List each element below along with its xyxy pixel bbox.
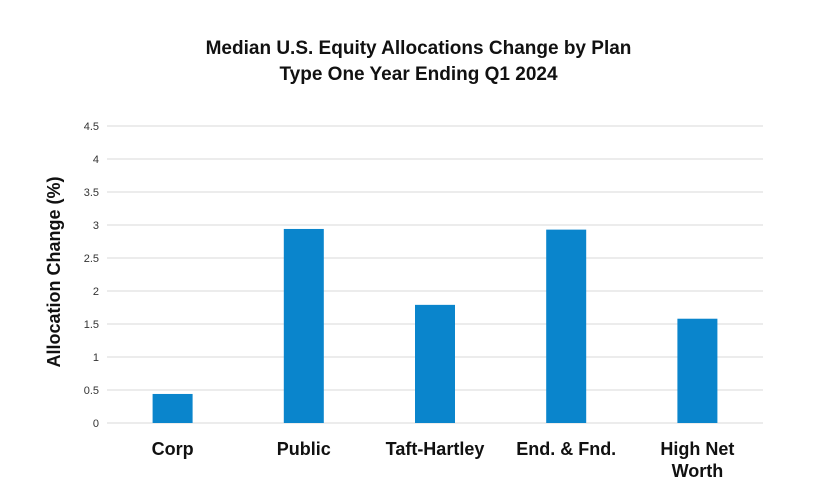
y-tick-label: 0.5 [84, 385, 99, 397]
x-tick-label: Taft-Hartley [386, 439, 485, 459]
x-tick-labels: Corp Public Taft-Hartley End. & Fnd. High Ne… [152, 439, 735, 481]
y-tick-label: 3 [93, 220, 99, 232]
y-tick-label: 0 [93, 418, 99, 430]
chart-title-line-2: Type One Year Ending Q1 2024 [279, 64, 558, 85]
y-tick-label: 1.5 [84, 319, 99, 331]
bar [546, 229, 587, 423]
y-tick-label: 2 [93, 286, 99, 298]
x-tick-label: Corp [152, 439, 194, 459]
y-tick-label: 4 [93, 154, 99, 166]
y-tick-label: 1 [93, 352, 99, 364]
x-tick-label: Public [277, 439, 331, 459]
y-tick-labels: 0 0.5 1 1.5 2 2.5 3 3.5 4 4.5 [84, 121, 99, 430]
x-tick-label: Worth [672, 461, 724, 481]
gridlines [107, 125, 763, 424]
chart-title: Median U.S. Equity Allocations Change by… [0, 36, 837, 88]
x-tick-label: High Net [660, 439, 734, 459]
bars [152, 228, 718, 423]
y-tick-label: 3.5 [84, 187, 99, 199]
bar [283, 228, 324, 423]
bar [415, 304, 455, 423]
chart-title-line-1: Median U.S. Equity Allocations Change by… [205, 38, 632, 59]
y-axis-label: Allocation Change (%) [44, 176, 64, 367]
y-tick-label: 4.5 [84, 121, 99, 133]
x-tick-label: End. & Fnd. [516, 439, 616, 459]
bar [152, 393, 193, 423]
bar [677, 318, 718, 423]
y-tick-label: 2.5 [84, 253, 99, 265]
